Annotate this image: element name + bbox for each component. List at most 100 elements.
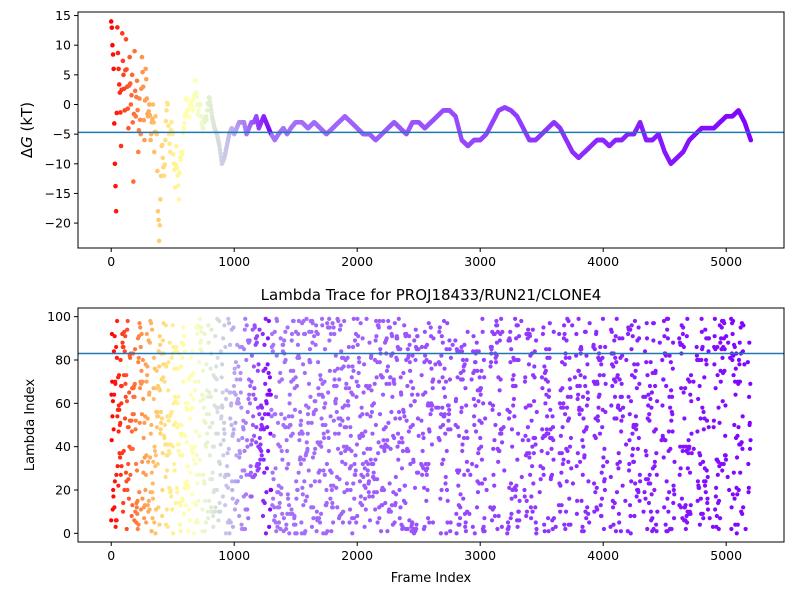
lambda-point (265, 336, 271, 341)
lambda-point (619, 429, 624, 434)
lambda-point (324, 500, 329, 506)
lambda-point (455, 425, 460, 430)
lambda-point (523, 375, 528, 380)
lambda-point (350, 531, 355, 536)
lambda-point (459, 344, 464, 350)
lambda-point (392, 435, 397, 441)
lambda-point (505, 520, 511, 525)
lambda-point (620, 483, 625, 488)
lambda-point (633, 481, 638, 486)
lambda-point (310, 321, 315, 326)
lambda-point (296, 470, 301, 475)
lambda-point (130, 503, 135, 508)
lambda-point (650, 516, 655, 521)
lambda-point (456, 433, 462, 438)
lambda-point (722, 347, 727, 352)
lambda-point (723, 403, 728, 408)
lambda-point (178, 364, 184, 369)
lambda-point (327, 316, 332, 321)
delta-g-point (139, 54, 145, 60)
lambda-point (112, 334, 117, 339)
lambda-point (465, 435, 470, 441)
lambda-point (177, 442, 182, 447)
lambda-point (297, 355, 302, 360)
lambda-point (688, 373, 694, 378)
lambda-point (356, 370, 361, 376)
lambda-point (473, 429, 479, 434)
lambda-point (385, 438, 390, 443)
lambda-point (221, 336, 226, 341)
lambda-point (174, 485, 179, 490)
lambda-point (236, 364, 241, 369)
lambda-point (671, 487, 676, 493)
lambda-point (361, 390, 366, 395)
lambda-point (477, 375, 482, 380)
delta-g-point (193, 78, 198, 83)
lambda-point (410, 353, 415, 358)
lambda-point (361, 474, 366, 480)
x-tick-label: 2000 (341, 254, 373, 269)
lambda-point (315, 331, 320, 337)
lambda-point (217, 500, 222, 506)
lambda-point (238, 370, 243, 376)
lambda-point (611, 522, 616, 527)
lambda-point (400, 524, 405, 529)
lambda-point (732, 379, 738, 384)
lambda-point (126, 461, 131, 467)
lambda-point (447, 347, 452, 352)
lambda-point (144, 379, 149, 384)
lambda-point (129, 418, 134, 423)
lambda-point (494, 340, 500, 345)
lambda-point (623, 442, 629, 447)
lambda-point (498, 377, 503, 382)
lambda-point (581, 529, 586, 534)
lambda-point (652, 487, 657, 493)
lambda-point (448, 520, 453, 525)
lambda-point (264, 490, 269, 495)
lambda-point (620, 353, 625, 358)
lambda-point (308, 360, 313, 365)
lambda-point (226, 321, 232, 326)
lambda-point (289, 331, 295, 337)
lambda-point (124, 399, 130, 404)
lambda-point (601, 526, 607, 532)
lambda-point (370, 494, 375, 499)
lambda-point (653, 427, 658, 432)
lambda-point (310, 455, 316, 460)
lambda-point (681, 325, 686, 330)
lambda-point (500, 329, 505, 334)
lambda-point (636, 325, 641, 330)
lambda-point (672, 459, 677, 464)
lambda-point (150, 516, 155, 521)
lambda-point (623, 498, 628, 503)
delta-g-point (163, 137, 168, 143)
lambda-point (529, 418, 534, 423)
lambda-point (242, 526, 248, 532)
lambda-point (205, 394, 210, 399)
lambda-point (331, 325, 336, 330)
lambda-point (123, 394, 128, 399)
lambda-point (250, 422, 256, 428)
lambda-point (683, 503, 688, 508)
lambda-point (351, 316, 356, 321)
lambda-point (336, 318, 341, 324)
delta-g-point (204, 108, 210, 113)
lambda-point (524, 513, 529, 519)
lambda-point (596, 405, 601, 410)
lambda-point (162, 422, 167, 428)
lambda-point (497, 448, 502, 454)
lambda-point (294, 383, 300, 389)
delta-g-point (137, 117, 143, 123)
lambda-point (354, 442, 360, 447)
lambda-point (273, 394, 279, 399)
lambda-point (549, 472, 555, 477)
lambda-point (681, 344, 686, 350)
lambda-point (465, 329, 470, 334)
lambda-point (259, 405, 265, 410)
lambda-point (157, 364, 162, 369)
lambda-point (328, 496, 333, 501)
lambda-point (410, 520, 415, 525)
lambda-point (671, 516, 677, 521)
lambda-point (266, 412, 271, 417)
lambda-point (210, 513, 216, 519)
